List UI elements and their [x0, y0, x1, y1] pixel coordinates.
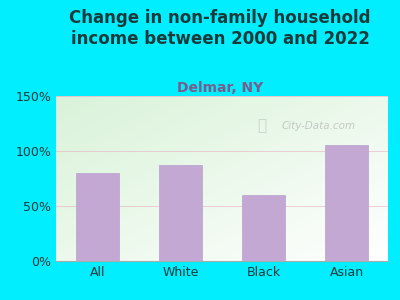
Text: Change in non-family household
income between 2000 and 2022: Change in non-family household income be… — [69, 9, 371, 48]
Text: City-Data.com: City-Data.com — [282, 121, 356, 131]
Bar — [242, 195, 285, 261]
Text: Delmar, NY: Delmar, NY — [177, 81, 263, 95]
Bar — [159, 165, 202, 261]
Bar — [76, 173, 119, 261]
Bar — [325, 146, 368, 261]
Text: ⦿: ⦿ — [257, 118, 266, 133]
